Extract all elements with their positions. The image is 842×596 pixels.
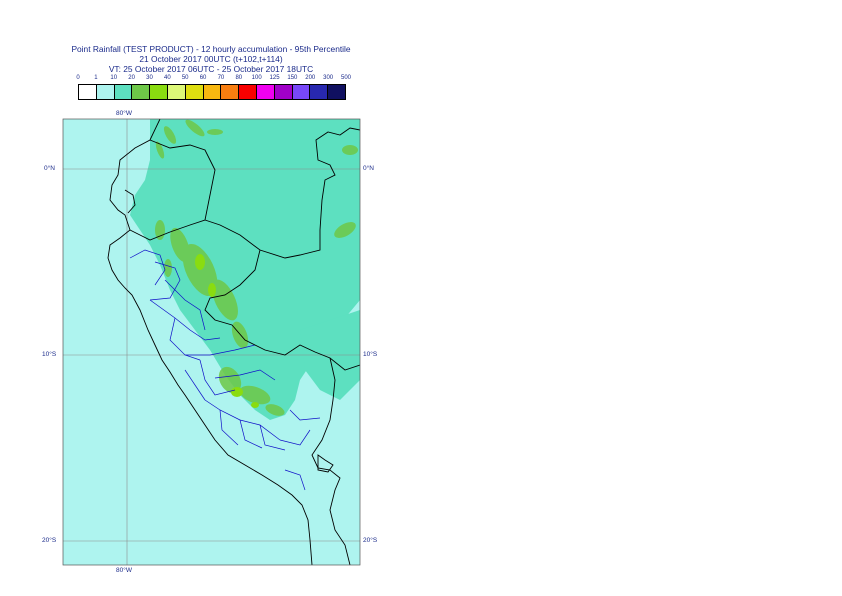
legend-swatch — [328, 85, 345, 99]
legend-swatch — [167, 85, 186, 99]
right-latitude-label-0: 0°N — [363, 165, 374, 172]
legend-label: 1 — [94, 75, 98, 81]
right-latitude-label-10s: 10°S — [363, 351, 378, 358]
legend-swatch — [132, 85, 151, 99]
legend-label: 50 — [181, 75, 189, 81]
bottom-longitude-label: 80°W — [116, 567, 132, 574]
legend-label: 125 — [269, 75, 280, 81]
left-latitude-label-20s: 20°S — [42, 537, 57, 544]
legend-label: 70 — [217, 75, 225, 81]
legend-swatch — [79, 85, 97, 99]
right-latitude-label-20s: 20°S — [363, 537, 378, 544]
legend-swatch — [310, 85, 329, 99]
legend-swatch — [203, 85, 222, 99]
legend-label: 300 — [323, 75, 334, 81]
map-frame — [62, 118, 361, 566]
legend-label: 60 — [199, 75, 207, 81]
legend-label: 30 — [146, 75, 153, 81]
legend-swatch — [256, 85, 275, 99]
title-line-2: 21 October 2017 00UTC (t+102,t+114) — [139, 54, 283, 64]
top-longitude-label: 80°W — [116, 110, 132, 117]
rain-spots-30-40mm — [195, 254, 259, 408]
legend-swatch — [96, 85, 115, 99]
legend-label: 0 — [76, 75, 80, 81]
legend-label: 40 — [163, 75, 171, 81]
legend-swatch — [185, 85, 204, 99]
legend-swatch — [239, 85, 257, 99]
ocean-rain-streaks — [65, 325, 178, 559]
legend-label: 20 — [128, 75, 135, 81]
legend-swatch — [292, 85, 311, 99]
left-latitude-label-10s: 10°S — [42, 351, 57, 358]
rain-streaks-20-30mm — [155, 119, 358, 416]
admin-boundaries — [129, 249, 321, 491]
title-line-3: VT: 25 October 2017 06UTC - 25 October 2… — [108, 64, 314, 74]
left-latitude-label-0: 0°N — [44, 165, 55, 172]
legend-label: 150 — [287, 75, 298, 81]
title-line-1: Point Rainfall (TEST PRODUCT) - 12 hourl… — [71, 44, 351, 54]
legend-label: 100 — [251, 75, 262, 81]
legend-label: 80 — [235, 75, 243, 81]
legend-label: 10 — [110, 75, 118, 81]
coastline-borders — [107, 119, 360, 565]
legend-swatch — [114, 85, 133, 99]
legend-swatch — [221, 85, 240, 99]
legend-label: 500 — [340, 75, 352, 81]
color-legend-bar — [78, 84, 346, 100]
legend-swatch — [150, 85, 168, 99]
map-content — [63, 119, 360, 565]
legend-swatch — [274, 85, 293, 99]
legend-label: 200 — [305, 75, 316, 81]
